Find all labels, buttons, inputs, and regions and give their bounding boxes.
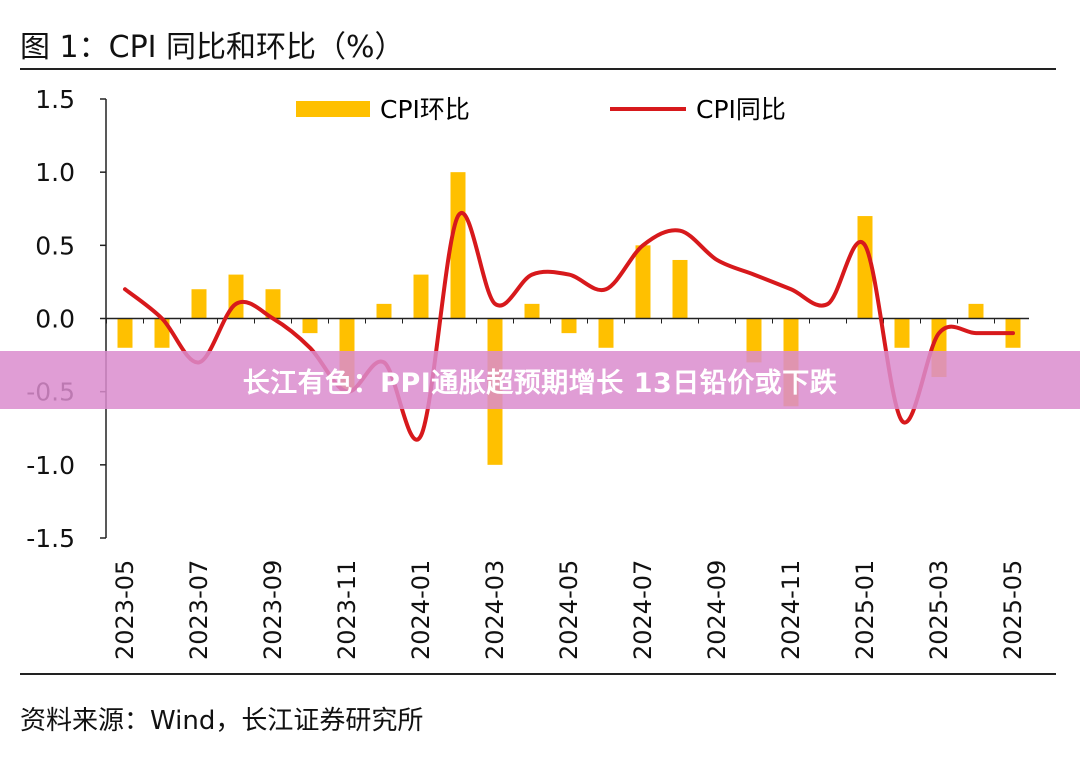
bar-2023-07: [191, 289, 207, 319]
legend-bar-label: CPI环比: [380, 95, 470, 124]
chart: 1.51.00.50.0-0.5-1.0-1.52023-052023-0720…: [26, 85, 1029, 660]
bar-2024-08: [672, 259, 688, 319]
legend-line-label: CPI同比: [696, 95, 786, 124]
bar-2024-06: [598, 318, 614, 348]
headline-banner[interactable]: 长江有色：PPI通胀超预期增长 13日铅价或下跌: [0, 351, 1080, 409]
y-tick-label: 1.0: [35, 158, 75, 187]
x-tick-label: 2024-03: [481, 560, 509, 660]
legend-bar-swatch: [296, 101, 370, 117]
x-tick-label: 2025-01: [851, 560, 879, 660]
x-tick-label: 2023-09: [259, 560, 287, 660]
y-tick-label: 1.5: [35, 85, 75, 114]
bar-2025-02: [894, 318, 910, 348]
headline-text: 长江有色：PPI通胀超预期增长 13日铅价或下跌: [242, 367, 838, 399]
x-tick-label: 2023-07: [185, 560, 213, 660]
bar-2023-09: [265, 289, 281, 319]
bar-2023-12: [376, 303, 392, 319]
bar-2024-04: [524, 303, 540, 319]
x-tick-label: 2024-07: [629, 560, 657, 660]
bar-2024-05: [561, 318, 577, 334]
bar-2024-02: [450, 172, 466, 319]
x-tick-label: 2023-05: [111, 560, 139, 660]
x-tick-label: 2024-11: [777, 560, 805, 660]
line-layer: [123, 210, 1015, 442]
bar-2023-10: [302, 318, 318, 334]
top-rule: [20, 68, 1056, 70]
y-tick-label: -1.5: [26, 524, 75, 553]
x-tick-label: 2024-09: [703, 560, 731, 660]
cpi-yoy-line: [123, 210, 1015, 442]
bottom-rule: [20, 673, 1056, 675]
bar-2024-07: [635, 245, 651, 319]
y-tick-label: -1.0: [26, 451, 75, 480]
bar-2025-04: [968, 303, 984, 319]
x-tick-label: 2023-11: [333, 560, 361, 660]
x-tick-label: 2025-05: [999, 560, 1027, 660]
x-tick-label: 2024-05: [555, 560, 583, 660]
bar-2023-05: [117, 318, 133, 348]
y-tick-label: 0.0: [35, 305, 75, 334]
legend: CPI环比 CPI同比: [296, 95, 786, 124]
x-tick-label: 2024-01: [407, 560, 435, 660]
figure-title: 图 1：CPI 同比和环比（%）: [20, 30, 405, 65]
bar-2024-01: [413, 274, 429, 319]
x-tick-label: 2025-03: [925, 560, 953, 660]
y-tick-label: 0.5: [35, 231, 75, 260]
source-note: 资料来源：Wind，长江证券研究所: [20, 706, 424, 736]
